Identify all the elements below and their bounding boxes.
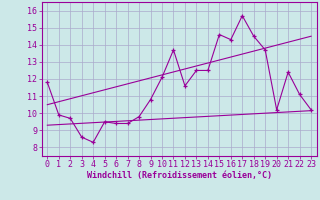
X-axis label: Windchill (Refroidissement éolien,°C): Windchill (Refroidissement éolien,°C)	[87, 171, 272, 180]
